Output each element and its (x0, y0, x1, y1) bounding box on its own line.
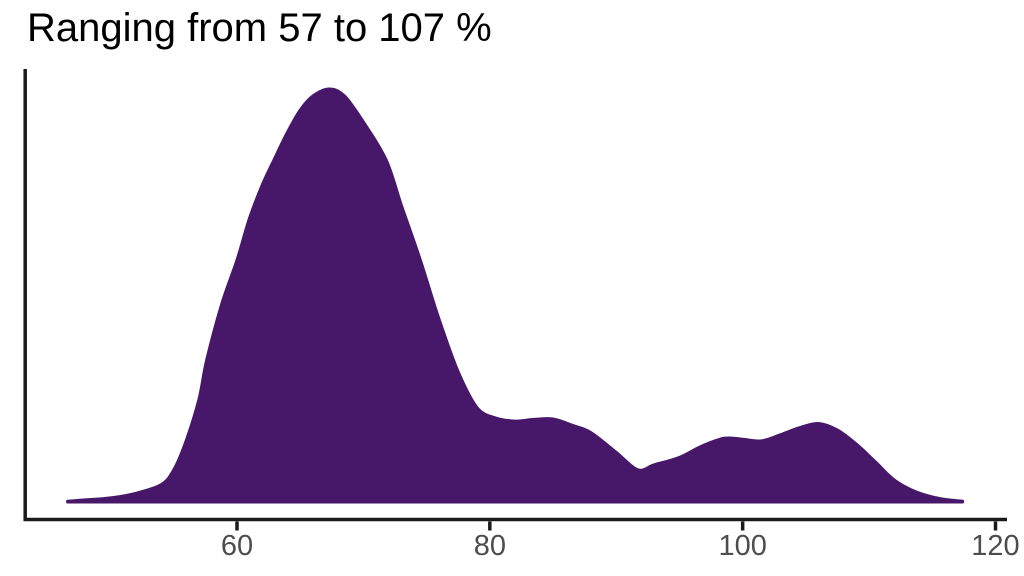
x-tick-label: 100 (718, 530, 766, 562)
density-area (66, 87, 965, 504)
chart-title: Ranging from 57 to 107 % (27, 6, 492, 50)
x-tick-label: 80 (474, 530, 506, 562)
x-tick-label: 60 (221, 530, 253, 562)
x-axis-ticks: 60 80 100 120 (221, 521, 1020, 562)
x-tick-label: 120 (971, 530, 1019, 562)
